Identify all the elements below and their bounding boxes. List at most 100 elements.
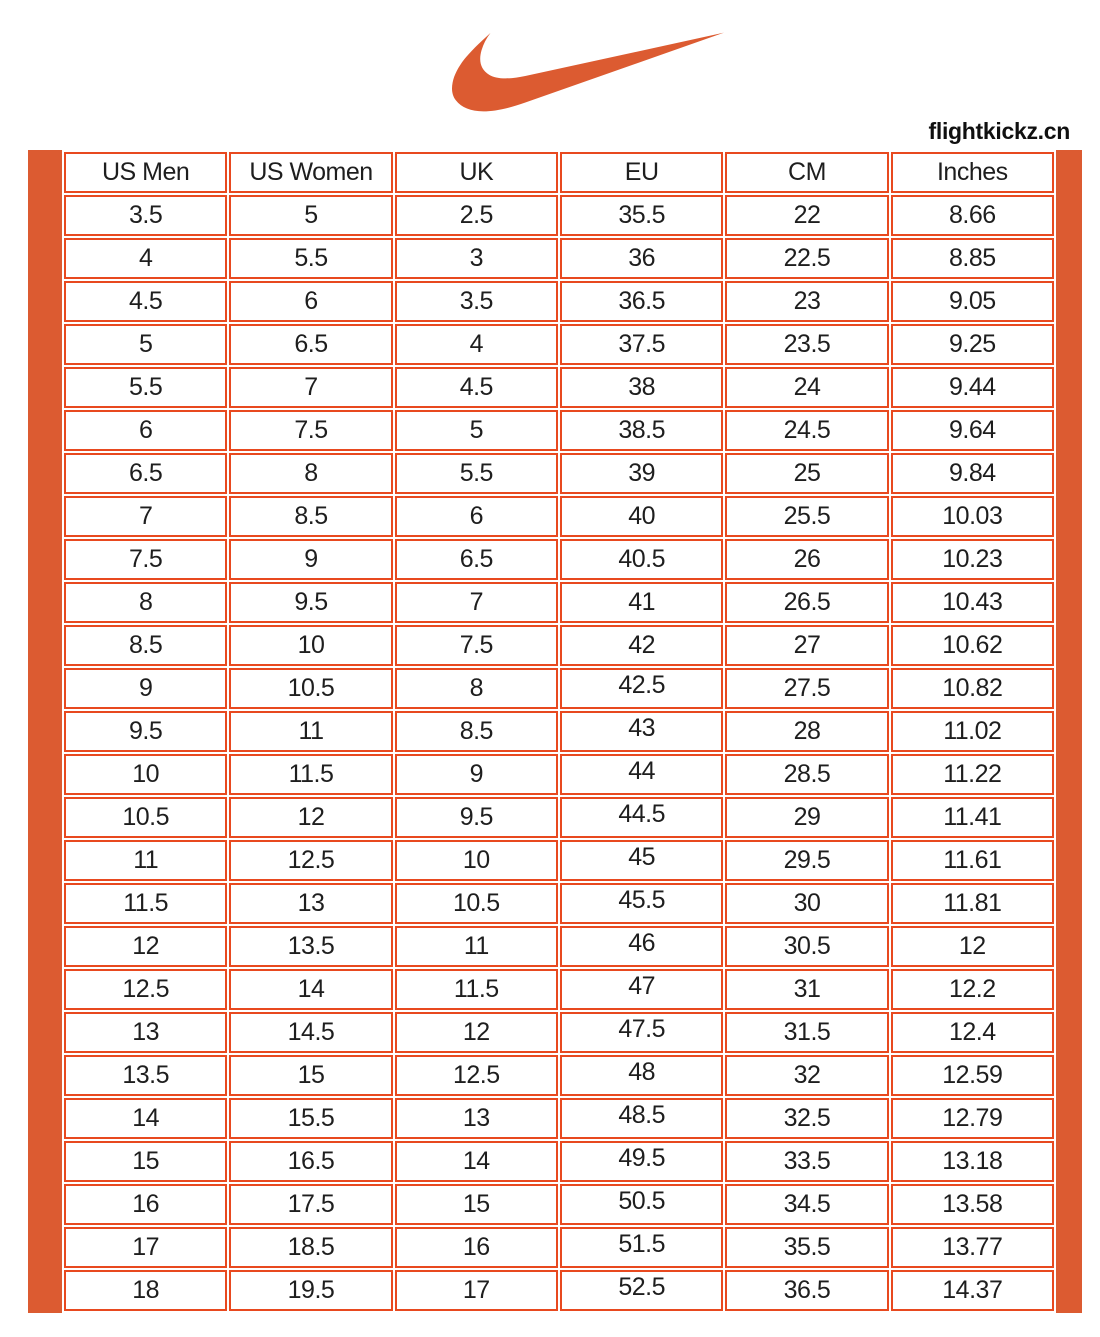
table-cell: 13.18: [890, 1141, 1054, 1182]
table-cell: 45.5: [559, 883, 724, 924]
table-cell: 30: [725, 883, 889, 924]
table-cell: 12.5: [64, 969, 228, 1010]
table-cell: 6: [394, 496, 558, 537]
table-cell: 5: [64, 324, 228, 365]
table-cell: 5.5: [64, 367, 228, 408]
table-row: 17 18.5 16 51.5 35.5 13.77: [64, 1227, 1054, 1268]
table-cell: 31: [725, 969, 889, 1010]
table-row: 8.5 10 7.5 42 27 10.62: [64, 625, 1054, 666]
table-cell: 2.5: [394, 195, 558, 236]
table-cell: 11.22: [890, 754, 1054, 795]
table-row: 9.5 11 8.5 43 28 11.02: [64, 711, 1054, 752]
column-header: US Women: [229, 152, 393, 193]
table-cell: 40: [559, 496, 724, 537]
table-row: 16 17.5 15 50.5 34.5 13.58: [64, 1184, 1054, 1225]
table-cell: 11.41: [890, 797, 1054, 838]
table-cell: 27: [725, 625, 889, 666]
table-cell: 18: [64, 1270, 228, 1311]
website-label: flightkickz.cn: [928, 118, 1071, 144]
table-row: 14 15.5 13 48.5 32.5 12.79: [64, 1098, 1054, 1139]
table-cell: 11.02: [890, 711, 1054, 752]
column-header: UK: [394, 152, 558, 193]
table-cell: 8.5: [229, 496, 393, 537]
table-cell: 36.5: [559, 281, 724, 322]
table-cell: 7: [64, 496, 228, 537]
table-cell: 13: [394, 1098, 558, 1139]
table-cell: 5.5: [394, 453, 558, 494]
table-cell: 11: [394, 926, 558, 967]
table-cell: 36: [559, 238, 724, 279]
table-cell: 7.5: [229, 410, 393, 451]
table-cell: 48.5: [559, 1098, 724, 1139]
table-cell: 12: [394, 1012, 558, 1053]
right-accent-bar: [1056, 150, 1082, 1313]
table-row: 4.5 6 3.5 36.5 23 9.05: [64, 281, 1054, 322]
table-row: 5.5 7 4.5 38 24 9.44: [64, 367, 1054, 408]
table-cell: 8.5: [64, 625, 228, 666]
table-cell: 38: [559, 367, 724, 408]
table-cell: 42.5: [559, 668, 724, 709]
table-cell: 6: [64, 410, 228, 451]
column-header: Inches: [890, 152, 1054, 193]
table-cell: 12.79: [890, 1098, 1054, 1139]
table-cell: 16: [394, 1227, 558, 1268]
table-cell: 7: [394, 582, 558, 623]
table-cell: 51.5: [559, 1227, 724, 1268]
table-row: 6.5 8 5.5 39 25 9.84: [64, 453, 1054, 494]
table-cell: 27.5: [725, 668, 889, 709]
table-cell: 42: [559, 625, 724, 666]
table-row: 7 8.5 6 40 25.5 10.03: [64, 496, 1054, 537]
table-cell: 9.84: [890, 453, 1054, 494]
table-cell: 50.5: [559, 1184, 724, 1225]
table-cell: 12.2: [890, 969, 1054, 1010]
table-cell: 40.5: [559, 539, 724, 580]
table-cell: 15: [64, 1141, 228, 1182]
table-cell: 17: [394, 1270, 558, 1311]
table-cell: 44.5: [559, 797, 724, 838]
table-cell: 15.5: [229, 1098, 393, 1139]
table-cell: 12.4: [890, 1012, 1054, 1053]
table-cell: 15: [394, 1184, 558, 1225]
table-cell: 9: [229, 539, 393, 580]
table-cell: 41: [559, 582, 724, 623]
column-header: EU: [559, 152, 724, 193]
size-conversion-table: US Men US Women UK EU CM Inches 3.5 5 2.5 35.5 22…: [62, 150, 1056, 1313]
table-cell: 31.5: [725, 1012, 889, 1053]
table-cell: 13.5: [64, 1055, 228, 1096]
table-row: 12.5 14 11.5 47 31 12.2: [64, 969, 1054, 1010]
table-row: 10.5 12 9.5 44.5 29 11.41: [64, 797, 1054, 838]
table-cell: 11.61: [890, 840, 1054, 881]
table-cell: 28: [725, 711, 889, 752]
table-cell: 37.5: [559, 324, 724, 365]
table-cell: 10.5: [394, 883, 558, 924]
table-cell: 13.5: [229, 926, 393, 967]
table-cell: 12: [890, 926, 1054, 967]
table-row: 8 9.5 7 41 26.5 10.43: [64, 582, 1054, 623]
table-cell: 47: [559, 969, 724, 1010]
table-row: 4 5.5 3 36 22.5 8.85: [64, 238, 1054, 279]
table-cell: 3: [394, 238, 558, 279]
table-cell: 17: [64, 1227, 228, 1268]
table-cell: 35.5: [559, 195, 724, 236]
table-cell: 10: [229, 625, 393, 666]
table-cell: 10.62: [890, 625, 1054, 666]
table-cell: 35.5: [725, 1227, 889, 1268]
table-cell: 4.5: [394, 367, 558, 408]
table-row: 13.5 15 12.5 48 32 12.59: [64, 1055, 1054, 1096]
table-cell: 3.5: [64, 195, 228, 236]
table-cell: 22.5: [725, 238, 889, 279]
table-cell: 8.66: [890, 195, 1054, 236]
table-cell: 45: [559, 840, 724, 881]
table-cell: 12: [229, 797, 393, 838]
table-cell: 7.5: [64, 539, 228, 580]
table-cell: 16.5: [229, 1141, 393, 1182]
table-cell: 13: [64, 1012, 228, 1053]
table-cell: 23: [725, 281, 889, 322]
table-row: 13 14.5 12 47.5 31.5 12.4: [64, 1012, 1054, 1053]
table-row: 3.5 5 2.5 35.5 22 8.66: [64, 195, 1054, 236]
table-cell: 28.5: [725, 754, 889, 795]
table-cell: 11.5: [64, 883, 228, 924]
table-row: 12 13.5 11 46 30.5 12: [64, 926, 1054, 967]
table-cell: 13: [229, 883, 393, 924]
